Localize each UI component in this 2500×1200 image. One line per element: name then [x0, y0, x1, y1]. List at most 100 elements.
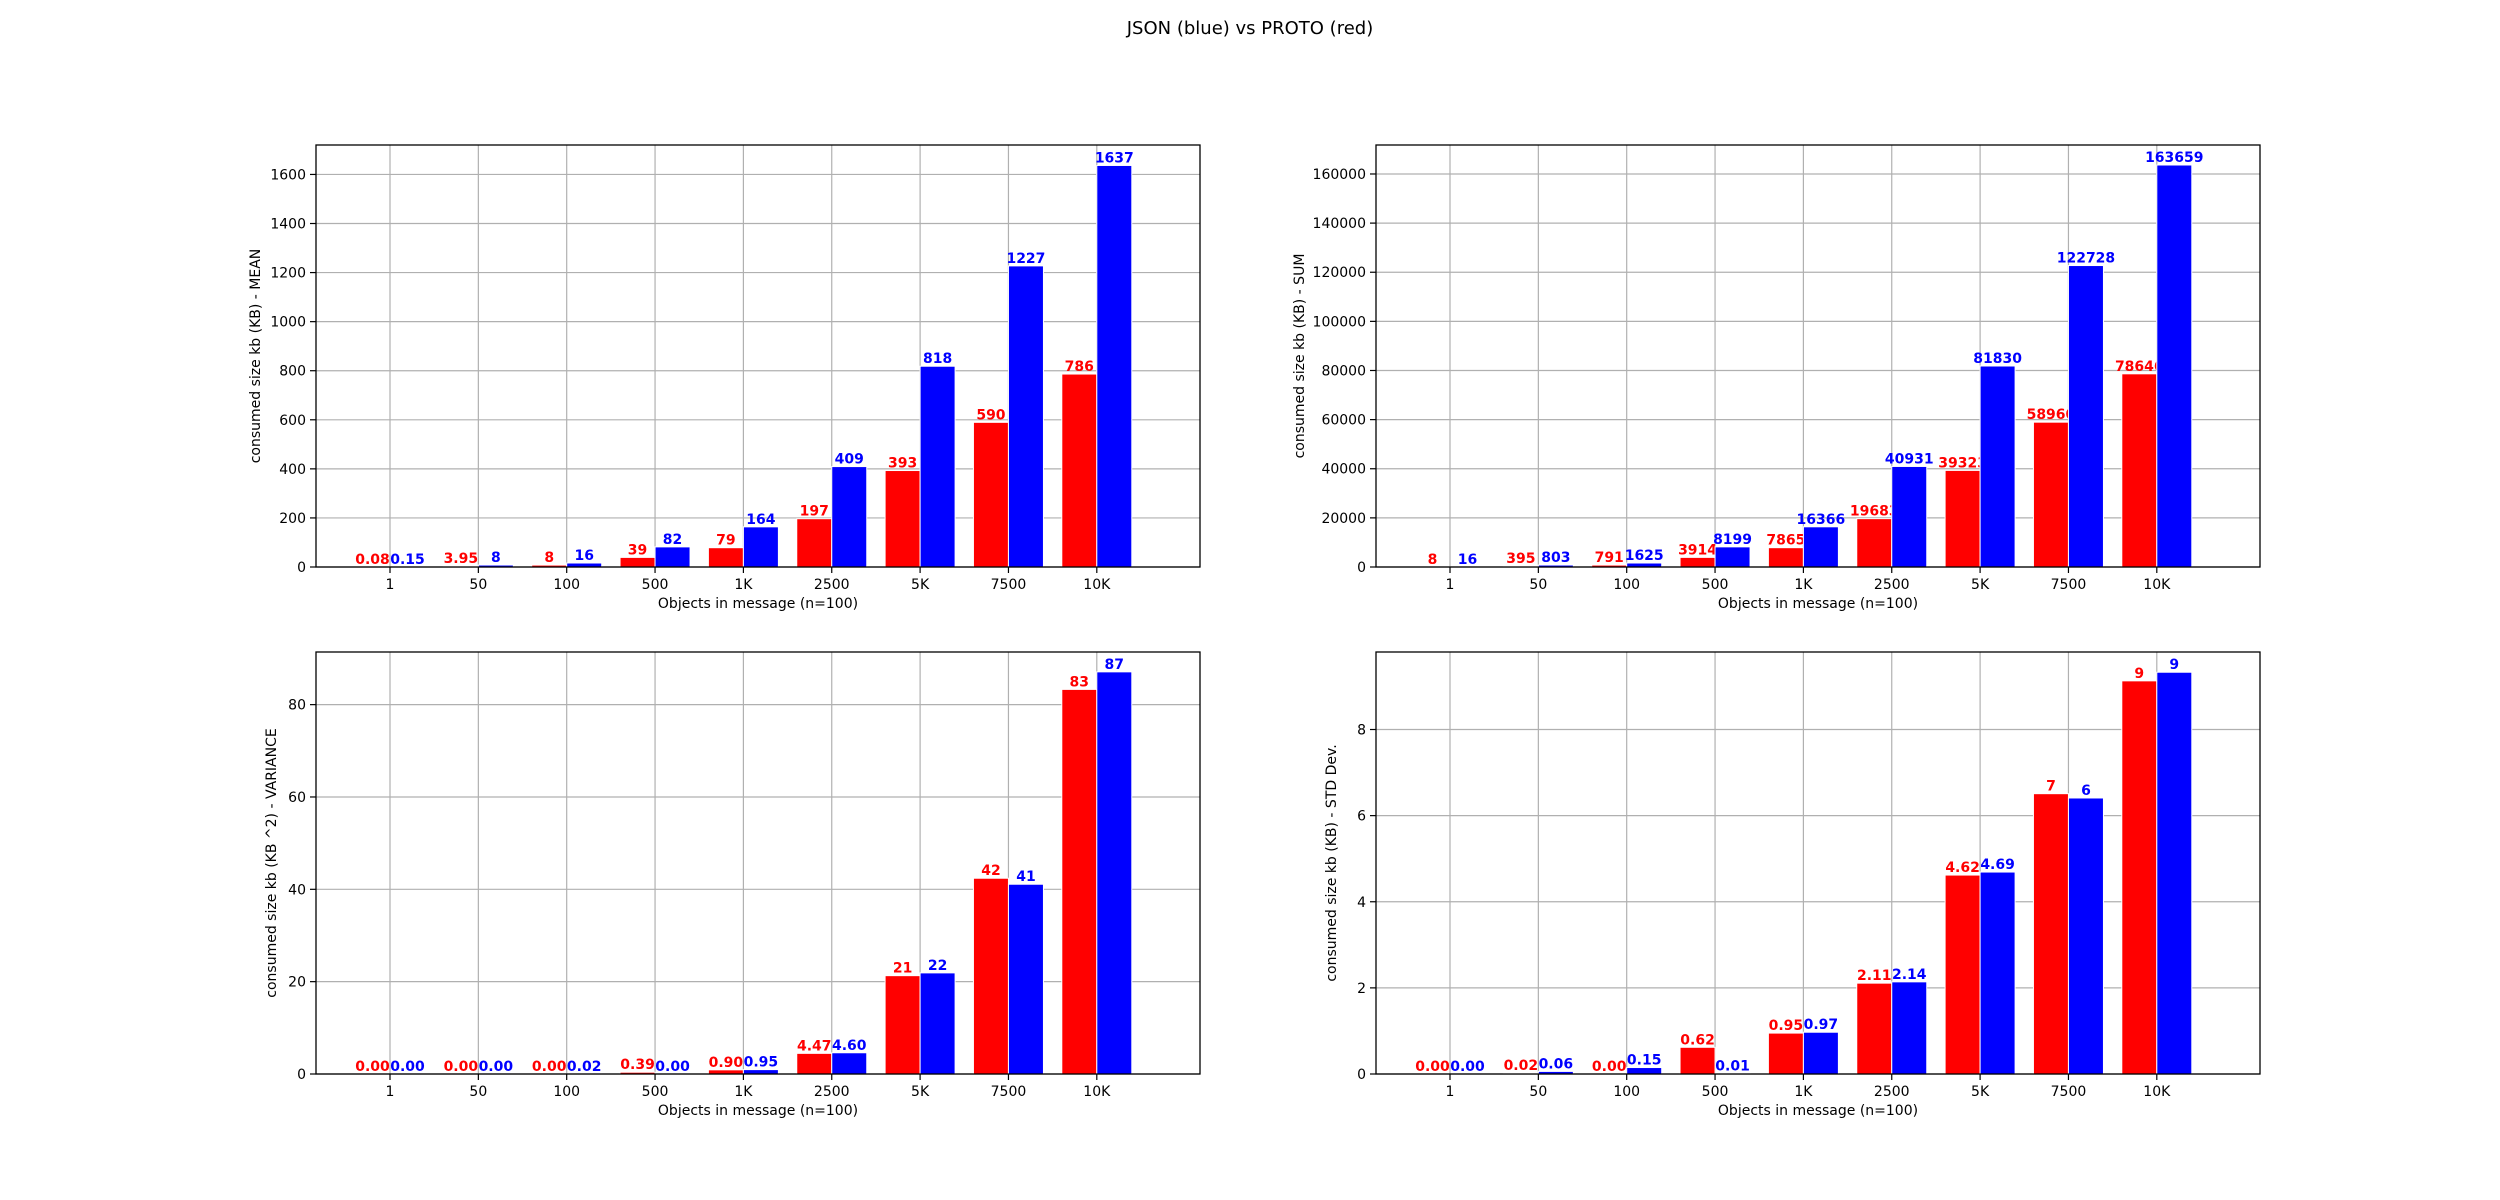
- y-tick-label: 40000: [1321, 462, 1366, 478]
- plot-frame: [315, 651, 1201, 1075]
- proto-value-label: 21: [893, 961, 912, 977]
- plot-frame: [315, 144, 1201, 568]
- json-value-label: 2.14: [1892, 967, 1927, 983]
- x-tick-label: 500: [1702, 1084, 1729, 1100]
- figure-title: JSON (blue) vs PROTO (red): [1126, 18, 1374, 39]
- json-bar-1K: [1802, 526, 1839, 568]
- y-tick-label: 8: [1357, 723, 1366, 739]
- proto-value-label: 0.00: [444, 1059, 479, 1075]
- x-tick-label: 2500: [814, 577, 850, 593]
- json-value-label: 1625: [1625, 548, 1664, 564]
- proto-bar-1K: [707, 547, 744, 568]
- x-tick-label: 1: [1446, 577, 1455, 593]
- proto-bar-500: [1679, 556, 1716, 568]
- json-bar-7500: [1007, 883, 1044, 1075]
- x-tick-label: 2500: [814, 1084, 850, 1100]
- json-value-label: 8199: [1713, 532, 1752, 548]
- x-tick-label: 2500: [1874, 1084, 1910, 1100]
- proto-value-label: 0.90: [709, 1055, 744, 1071]
- proto-value-label: 3.95: [444, 551, 479, 567]
- proto-bar-10K: [1061, 373, 1098, 568]
- x-tick-label: 5K: [911, 1084, 930, 1100]
- y-tick-label: 1200: [270, 266, 306, 282]
- json-bar-5K: [919, 365, 956, 568]
- proto-value-label: 0.95: [1769, 1018, 1804, 1034]
- x-tick-label: 5K: [911, 577, 930, 593]
- x-tick-label: 50: [469, 577, 487, 593]
- x-tick-label: 500: [642, 1084, 669, 1100]
- proto-bar-2500: [1856, 518, 1893, 568]
- proto-bar-10K: [2121, 373, 2158, 568]
- proto-value-label: 42: [981, 863, 1000, 879]
- proto-bar-1K: [1767, 547, 1804, 568]
- y-tick-label: 1400: [270, 217, 306, 233]
- json-value-label: 82: [663, 532, 682, 548]
- json-value-label: 16: [574, 548, 593, 564]
- x-tick-label: 500: [1702, 577, 1729, 593]
- y-tick-label: 160000: [1313, 167, 1366, 183]
- json-value-label: 0.01: [1715, 1059, 1750, 1075]
- x-tick-label: 100: [553, 1084, 580, 1100]
- proto-value-label: 9: [2134, 666, 2144, 682]
- std-dev-chart-panel: 0.00 0.02 0.00 0.62 0.95 2.11 4.62 7 9 0.00 0.06 0.…: [1324, 651, 2261, 1119]
- y-tick-label: 200: [279, 511, 306, 527]
- proto-value-label: 0.00: [1415, 1059, 1450, 1075]
- x-tick-label: 7500: [991, 1084, 1027, 1100]
- json-value-label: 0.00: [655, 1059, 690, 1075]
- x-tick-label: 50: [1529, 1084, 1547, 1100]
- proto-value-label: 7: [2046, 779, 2056, 795]
- y-tick-label: 0: [297, 1067, 306, 1083]
- proto-value-label: 8: [1428, 552, 1438, 568]
- y-tick-label: 800: [279, 364, 306, 380]
- json-bar-10K: [2156, 164, 2193, 568]
- y-tick-label: 60: [288, 790, 306, 806]
- proto-value-label: 2.11: [1857, 968, 1892, 984]
- json-bar-500: [654, 546, 691, 568]
- proto-value-label: 39: [628, 542, 647, 558]
- x-tick-label: 5K: [1971, 577, 1990, 593]
- proto-bar-2500: [796, 518, 833, 568]
- json-value-label: 0.02: [567, 1059, 602, 1075]
- json-value-label: 0.95: [744, 1055, 779, 1071]
- proto-bar-2500: [1856, 982, 1893, 1075]
- json-bar-10K: [1096, 671, 1133, 1075]
- x-tick-label: 1K: [1794, 577, 1813, 593]
- x-tick-label: 10K: [2143, 1084, 2171, 1100]
- proto-value-label: 0.02: [1504, 1058, 1539, 1074]
- json-value-label: 22: [928, 958, 947, 974]
- json-value-label: 0.00: [390, 1059, 425, 1075]
- x-axis-label: Objects in message (n=100): [658, 1103, 858, 1119]
- y-tick-label: 1000: [270, 315, 306, 331]
- x-tick-label: 1K: [1794, 1084, 1813, 1100]
- proto-value-label: 39323: [1938, 455, 1987, 471]
- y-axis-label: consumed size kb (KB ^2) - VARIANCE: [264, 728, 280, 997]
- y-axis-label: consumed size kb (KB) - SUM: [1292, 254, 1308, 459]
- json-bar-5K: [1979, 365, 2016, 568]
- x-tick-label: 7500: [991, 577, 1027, 593]
- json-value-label: 16366: [1797, 512, 1846, 528]
- json-bar-2500: [1891, 465, 1928, 568]
- json-value-label: 818: [923, 351, 952, 367]
- y-tick-label: 400: [279, 462, 306, 478]
- json-value-label: 409: [835, 452, 864, 468]
- proto-value-label: 0.62: [1680, 1032, 1715, 1048]
- json-value-label: 1227: [1006, 251, 1045, 267]
- y-tick-label: 6: [1357, 809, 1366, 825]
- proto-bar-5K: [1944, 469, 1981, 568]
- x-tick-label: 50: [1529, 577, 1547, 593]
- json-value-label: 4.69: [1980, 857, 2015, 873]
- proto-bar-500: [619, 556, 656, 568]
- x-tick-label: 100: [1613, 1084, 1640, 1100]
- x-tick-label: 500: [642, 577, 669, 593]
- y-tick-label: 2: [1357, 981, 1366, 997]
- json-bar-1K: [1802, 1031, 1839, 1075]
- proto-value-label: 78646: [2115, 359, 2164, 375]
- json-bar-500: [1714, 546, 1751, 568]
- json-value-label: 6: [2081, 783, 2091, 799]
- plot-frame: [1375, 651, 2261, 1075]
- proto-value-label: 19683: [1850, 504, 1899, 520]
- x-tick-label: 5K: [1971, 1084, 1990, 1100]
- proto-value-label: 4.47: [797, 1038, 832, 1054]
- proto-value-label: 0.39: [620, 1057, 655, 1073]
- proto-value-label: 83: [1070, 674, 1089, 690]
